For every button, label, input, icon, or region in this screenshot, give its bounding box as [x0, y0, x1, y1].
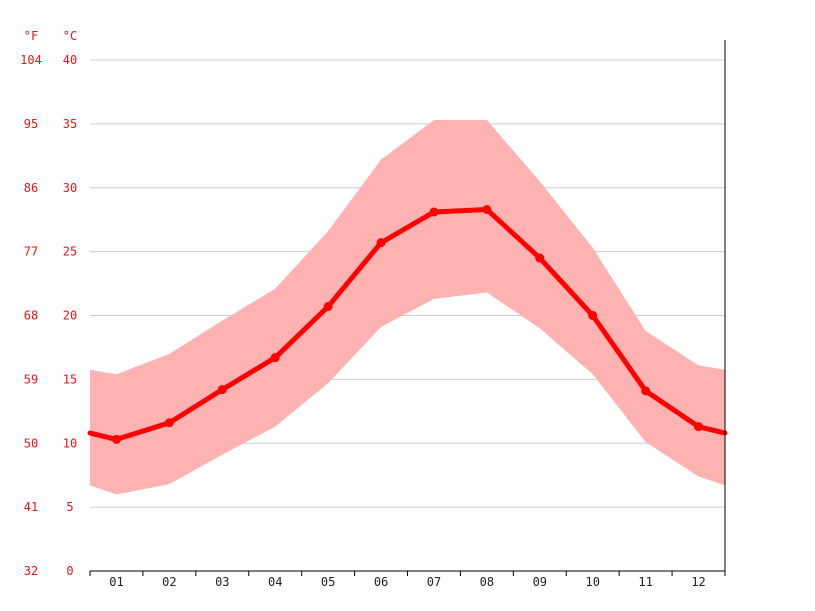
- data-point: [164, 418, 174, 428]
- average-temperature-series: [87, 204, 728, 444]
- data-point: [376, 238, 386, 248]
- x-tick-label: 01: [109, 575, 123, 589]
- data-point: [217, 385, 227, 395]
- y-tick-label-celsius: 30: [63, 181, 77, 195]
- x-tick-label: 06: [374, 575, 388, 589]
- data-point: [535, 253, 545, 263]
- x-tick-label: 02: [162, 575, 176, 589]
- y-tick-label-celsius: 20: [63, 309, 77, 323]
- y-tick-label-celsius: 15: [63, 372, 77, 386]
- average-line: [87, 206, 728, 442]
- y-tick-label-fahrenheit: 32: [24, 564, 38, 578]
- data-point: [270, 353, 280, 363]
- celsius-unit-label: °C: [63, 29, 77, 43]
- y-tick-label-celsius: 0: [66, 564, 73, 578]
- x-tick-label: 04: [268, 575, 282, 589]
- y-tick-label-celsius: 10: [63, 436, 77, 450]
- data-point: [111, 434, 121, 444]
- x-tick-label: 03: [215, 575, 229, 589]
- data-point: [429, 207, 439, 217]
- data-point: [323, 302, 333, 312]
- y-tick-label-fahrenheit: 95: [24, 117, 38, 131]
- y-tick-label-celsius: 25: [63, 245, 77, 259]
- x-tick-label: 05: [321, 575, 335, 589]
- y-tick-label-fahrenheit: 104: [20, 53, 42, 67]
- fahrenheit-unit-label: °F: [24, 29, 38, 43]
- y-tick-label-celsius: 5: [66, 500, 73, 514]
- range-area: [90, 120, 725, 495]
- x-tick-label: 11: [638, 575, 652, 589]
- y-tick-label-celsius: 40: [63, 53, 77, 67]
- x-tick-label: 10: [585, 575, 599, 589]
- x-tick-label: 08: [480, 575, 494, 589]
- data-point: [694, 422, 704, 432]
- y-tick-label-fahrenheit: 59: [24, 372, 38, 386]
- data-point: [641, 386, 651, 396]
- temperature-range-band: [90, 120, 725, 495]
- x-tick-label: 12: [691, 575, 705, 589]
- y-tick-labels: 32 0 41 5 50 10 59 15 68 20 77 25 86 30 95 35 104 40: [20, 53, 77, 578]
- y-tick-label-fahrenheit: 68: [24, 309, 38, 323]
- y-tick-label-fahrenheit: 86: [24, 181, 38, 195]
- y-tick-label-fahrenheit: 77: [24, 245, 38, 259]
- x-tick-label: 07: [427, 575, 441, 589]
- x-tick-labels: 01 02 03 04 05 06 07 08 09 10 11 12: [89, 571, 726, 589]
- y-tick-label-celsius: 35: [63, 117, 77, 131]
- y-tick-label-fahrenheit: 50: [24, 436, 38, 450]
- data-point: [588, 311, 598, 320]
- y-tick-label-fahrenheit: 41: [24, 500, 38, 514]
- data-point: [482, 204, 492, 214]
- x-tick-label: 09: [533, 575, 547, 589]
